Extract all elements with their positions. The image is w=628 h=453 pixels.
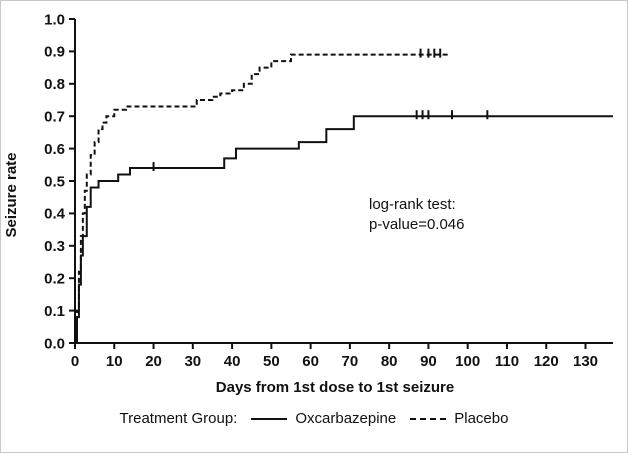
x-tick-label: 20 [145, 353, 162, 370]
survival-curve-chart: 0 10 20 30 40 50 60 70 80 90 100 110 120 130 0.0 0.1 0.2… [44, 11, 613, 370]
y-tick-label: 0.8 [44, 76, 65, 93]
x-tick-label: 80 [381, 353, 398, 370]
x-tick-label: 130 [573, 353, 598, 370]
legend-label-oxcarbazepine: Oxcarbazepine [295, 410, 397, 427]
dashed-line-icon [410, 417, 447, 420]
logrank-annotation-line1: log-rank test: [369, 196, 456, 213]
y-tick-label: 0.4 [44, 206, 66, 223]
x-tick-label: 90 [420, 353, 437, 370]
logrank-annotation-line2: p-value=0.046 [369, 216, 465, 233]
y-axis-title: Seizure rate [3, 152, 20, 238]
x-tick-label: 10 [106, 353, 123, 370]
x-tick-label: 0 [71, 353, 79, 370]
x-tick-label: 50 [263, 353, 280, 370]
y-tick-label: 0.0 [44, 335, 65, 352]
y-tick-label: 0.6 [44, 141, 65, 158]
y-tick-label: 0.2 [44, 270, 65, 287]
x-tick-label: 120 [534, 353, 559, 370]
x-tick-label: 110 [495, 353, 519, 370]
series-line-oxcarbazepine [75, 115, 613, 344]
legend-title: Treatment Group: [119, 410, 238, 427]
legend-item-oxcarbazepine: Oxcarbazepine [251, 410, 396, 427]
y-tick-label: 0.3 [44, 238, 65, 255]
y-tick-label: 0.7 [44, 108, 65, 125]
y-tick-label: 1.0 [44, 11, 65, 28]
legend-label-placebo: Placebo [454, 410, 509, 427]
series-line-placebo [75, 53, 449, 344]
x-tick-label: 100 [455, 353, 480, 370]
y-tick-label: 0.9 [44, 44, 65, 61]
y-tick-label: 0.1 [44, 303, 65, 320]
solid-line-icon [251, 417, 288, 420]
y-tick-label: 0.5 [44, 173, 65, 190]
legend: Treatment Group: Oxcarbazepine Placebo [1, 410, 627, 427]
x-tick-label: 40 [224, 353, 241, 370]
logrank-annotation: log-rank test: p-value=0.046 [369, 195, 465, 235]
x-tick-label: 30 [184, 353, 201, 370]
x-tick-label: 70 [342, 353, 359, 370]
x-axis-title: Days from 1st dose to 1st seizure [215, 379, 455, 396]
legend-item-placebo: Placebo [410, 410, 508, 427]
plot-area: 0 10 20 30 40 50 60 70 80 90 100 110 120 130 0.0 0.1 0.2… [1, 5, 627, 377]
x-tick-label: 60 [302, 353, 319, 370]
